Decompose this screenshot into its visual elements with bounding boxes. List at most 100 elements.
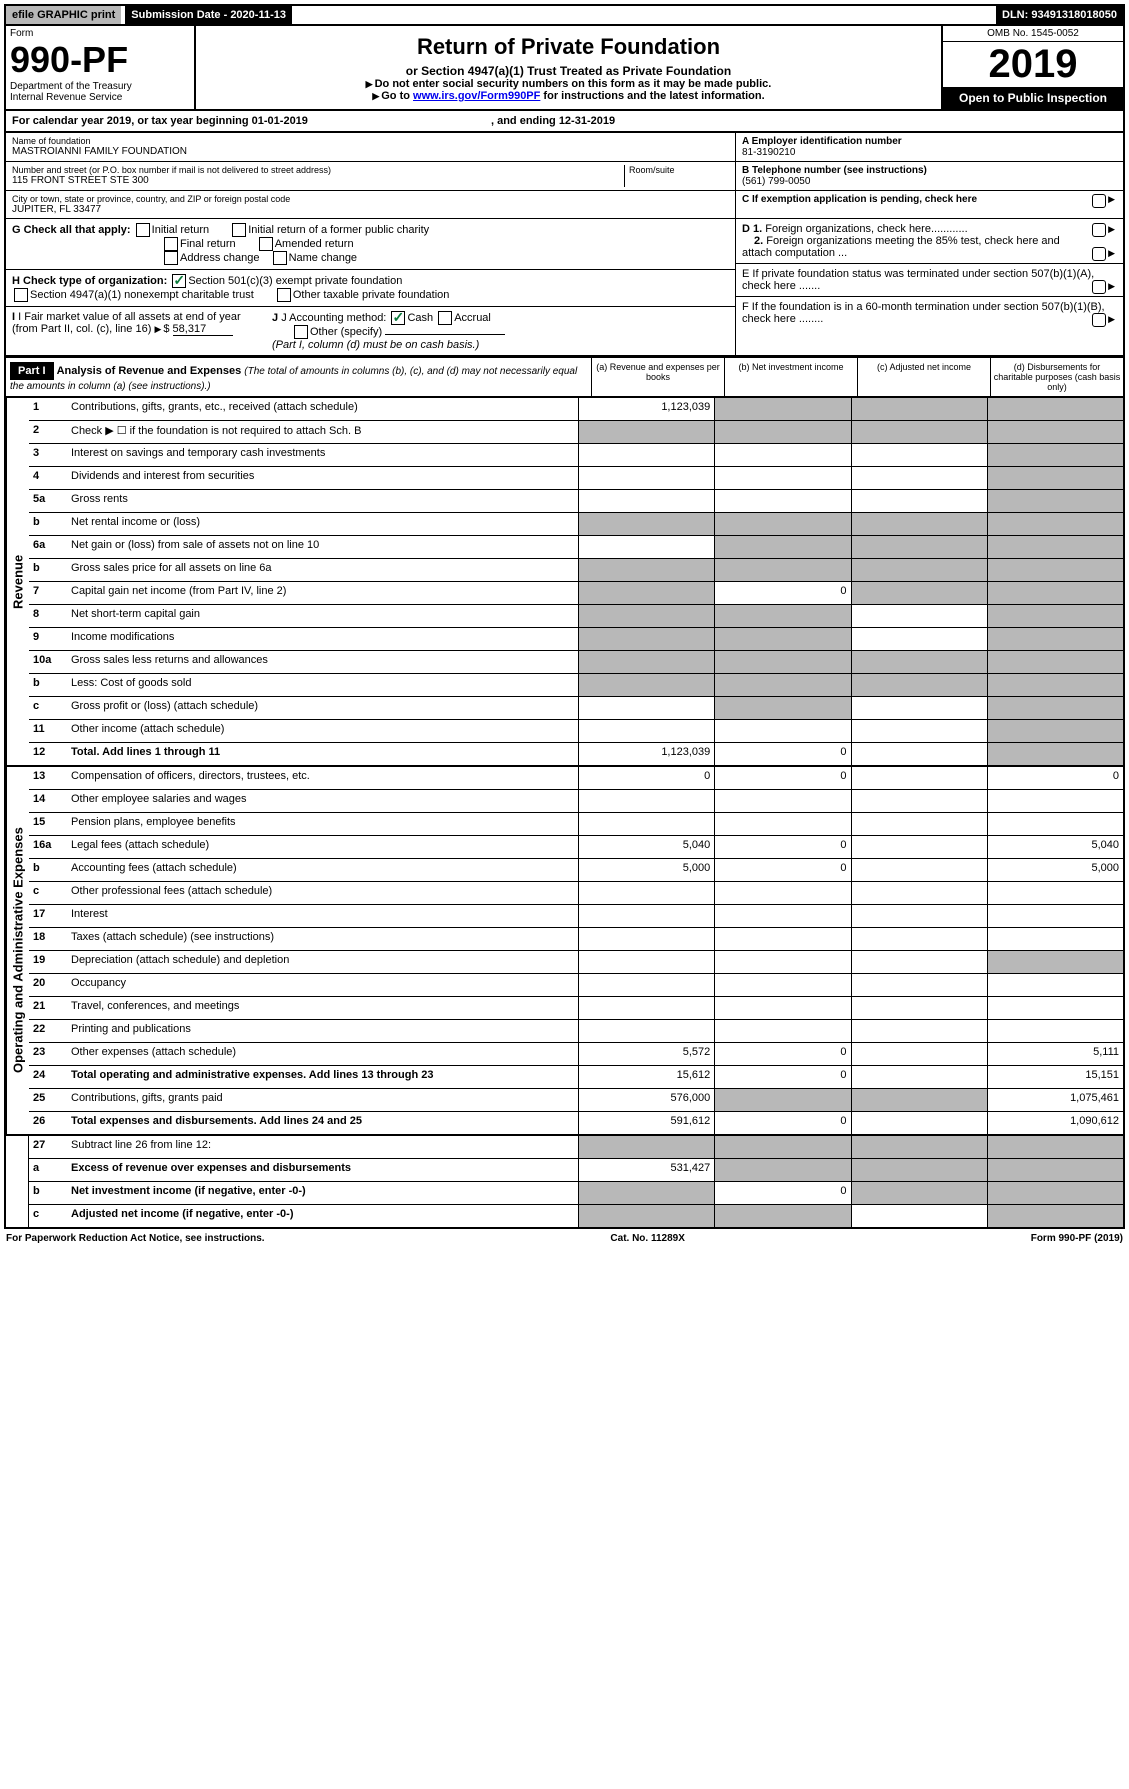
cell-d	[987, 928, 1123, 950]
row-label: Gross rents	[67, 490, 578, 512]
cell-a: 5,040	[578, 836, 714, 858]
row-label: Total expenses and disbursements. Add li…	[67, 1112, 578, 1134]
f-label: F If the foundation is in a 60-month ter…	[742, 301, 1105, 325]
row-label: Income modifications	[67, 628, 578, 650]
address-change-check[interactable]	[164, 251, 178, 265]
cell-a	[578, 1182, 714, 1204]
ij-row: I I Fair market value of all assets at e…	[6, 307, 735, 355]
e-checkbox[interactable]	[1092, 280, 1106, 294]
cell-a	[578, 813, 714, 835]
cell-d	[987, 467, 1123, 489]
row-label: Other professional fees (attach schedule…	[67, 882, 578, 904]
ein-cell: A Employer identification number 81-3190…	[736, 133, 1123, 162]
row-num: 22	[29, 1020, 67, 1042]
cell-b	[714, 490, 850, 512]
row-label: Gross profit or (loss) (attach schedule)	[67, 697, 578, 719]
cell-a	[578, 536, 714, 558]
cell-d	[987, 651, 1123, 673]
cell-d	[987, 605, 1123, 627]
other-taxable-check[interactable]	[277, 288, 291, 302]
cell-b	[714, 1020, 850, 1042]
table-row: 5a Gross rents	[29, 490, 1123, 513]
501c3-check[interactable]	[172, 274, 186, 288]
cell-b	[714, 674, 850, 696]
cell-c	[851, 720, 987, 742]
cell-b	[714, 513, 850, 535]
cell-a	[578, 444, 714, 466]
cell-b	[714, 559, 850, 581]
table-row: 23 Other expenses (attach schedule) 5,57…	[29, 1043, 1123, 1066]
form-header: Form 990-PF Department of the Treasury I…	[4, 26, 1125, 111]
cell-d	[987, 536, 1123, 558]
open-public: Open to Public Inspection	[943, 87, 1123, 109]
cell-c	[851, 674, 987, 696]
final-return-check[interactable]	[164, 237, 178, 251]
cell-c	[851, 836, 987, 858]
col-b-header: (b) Net investment income	[725, 358, 858, 396]
row-num: 10a	[29, 651, 67, 673]
4947-check[interactable]	[14, 288, 28, 302]
accrual-check[interactable]	[438, 311, 452, 325]
cell-a	[578, 905, 714, 927]
cell-c	[851, 767, 987, 789]
initial-return-check[interactable]	[136, 223, 150, 237]
row-num: 4	[29, 467, 67, 489]
cell-d	[987, 974, 1123, 996]
cell-a: 531,427	[578, 1159, 714, 1181]
cell-c	[851, 628, 987, 650]
cell-a	[578, 997, 714, 1019]
c-checkbox[interactable]	[1092, 194, 1106, 208]
row-num: c	[29, 882, 67, 904]
row-label: Net investment income (if negative, ente…	[67, 1182, 578, 1204]
d1-checkbox[interactable]	[1092, 223, 1106, 237]
cell-c	[851, 743, 987, 765]
cell-b	[714, 905, 850, 927]
omb-number: OMB No. 1545-0052	[943, 26, 1123, 42]
row-num: a	[29, 1159, 67, 1181]
f-checkbox[interactable]	[1092, 313, 1106, 327]
cell-d	[987, 905, 1123, 927]
irs-link[interactable]: www.irs.gov/Form990PF	[413, 90, 540, 102]
cell-c	[851, 951, 987, 973]
cell-a	[578, 674, 714, 696]
table-row: 25 Contributions, gifts, grants paid 576…	[29, 1089, 1123, 1112]
row-label: Travel, conferences, and meetings	[67, 997, 578, 1019]
cell-c	[851, 813, 987, 835]
table-row: b Gross sales price for all assets on li…	[29, 559, 1123, 582]
footer-right: Form 990-PF (2019)	[1031, 1233, 1123, 1244]
foundation-name-cell: Name of foundation MASTROIANNI FAMILY FO…	[6, 133, 736, 162]
cell-c	[851, 790, 987, 812]
fmv-value: 58,317	[173, 323, 233, 336]
cell-a	[578, 582, 714, 604]
row-label: Interest	[67, 905, 578, 927]
efile-button[interactable]: efile GRAPHIC print	[6, 6, 121, 24]
cash-check[interactable]	[391, 311, 405, 325]
other-method-check[interactable]	[294, 325, 308, 339]
cell-c	[851, 1089, 987, 1111]
row-num: 26	[29, 1112, 67, 1134]
row-label: Other employee salaries and wages	[67, 790, 578, 812]
cell-d	[987, 997, 1123, 1019]
row-label: Accounting fees (attach schedule)	[67, 859, 578, 881]
cell-b	[714, 421, 850, 443]
amended-check[interactable]	[259, 237, 273, 251]
cell-b	[714, 398, 850, 420]
initial-public-check[interactable]	[232, 223, 246, 237]
name-change-check[interactable]	[273, 251, 287, 265]
table-row: 2 Check ▶ ☐ if the foundation is not req…	[29, 421, 1123, 444]
title-box: Return of Private Foundation or Section …	[196, 26, 941, 109]
cell-c	[851, 1136, 987, 1158]
table-row: 18 Taxes (attach schedule) (see instruct…	[29, 928, 1123, 951]
table-row: 24 Total operating and administrative ex…	[29, 1066, 1123, 1089]
row-label: Excess of revenue over expenses and disb…	[67, 1159, 578, 1181]
cell-d	[987, 951, 1123, 973]
row-num: 19	[29, 951, 67, 973]
table-row: 6a Net gain or (loss) from sale of asset…	[29, 536, 1123, 559]
d2-checkbox[interactable]	[1092, 247, 1106, 261]
row-num: 20	[29, 974, 67, 996]
ein-label: A Employer identification number	[742, 136, 1117, 147]
row-label: Depreciation (attach schedule) and deple…	[67, 951, 578, 973]
table-row: b Accounting fees (attach schedule) 5,00…	[29, 859, 1123, 882]
row-label: Net rental income or (loss)	[67, 513, 578, 535]
row-label: Total operating and administrative expen…	[67, 1066, 578, 1088]
